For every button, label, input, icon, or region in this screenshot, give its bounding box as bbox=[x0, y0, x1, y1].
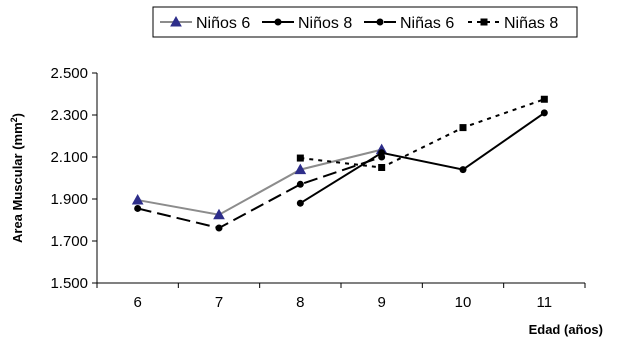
x-axis-title: Edad (años) bbox=[529, 322, 603, 337]
data-point-ninas-6 bbox=[296, 180, 304, 188]
series-ninas-6 bbox=[134, 153, 386, 232]
x-tick-label: 8 bbox=[296, 294, 304, 311]
series-line-ninas-8 bbox=[300, 98, 545, 169]
legend-swatch-marker bbox=[376, 18, 384, 26]
series-line-ninos-8 bbox=[299, 112, 545, 205]
data-point-ninas-8 bbox=[459, 124, 467, 132]
y-axis-title-superscript: 2 bbox=[9, 117, 19, 122]
series-ninos-8 bbox=[296, 109, 548, 207]
legend-label: Niños 8 bbox=[298, 15, 352, 32]
legend-item-ninos-8: Niños 8 bbox=[262, 15, 352, 32]
data-point-ninos-6 bbox=[131, 194, 144, 205]
x-tick-label: 7 bbox=[215, 294, 223, 311]
legend-label: Niños 6 bbox=[196, 15, 250, 32]
legend-swatch-marker bbox=[274, 18, 282, 26]
series-ninos-6 bbox=[131, 143, 388, 220]
axes: 1.500 1.700 1.900 2.100 2.300 2.500 6 7 8 9 10 11 bbox=[50, 65, 586, 311]
series-line-ninas-6 bbox=[137, 156, 382, 230]
x-tick-label: 10 bbox=[455, 294, 472, 311]
legend-item-ninas-8: Niñas 8 bbox=[468, 15, 558, 32]
y-axis-title-main: Area Muscular (mm bbox=[10, 122, 25, 243]
series-ninas-8 bbox=[296, 95, 548, 171]
legend-item-ninas-6: Niñas 6 bbox=[364, 15, 454, 32]
legend-label: Niñas 8 bbox=[504, 15, 558, 32]
data-point-ninas-8 bbox=[378, 164, 386, 171]
y-tick-label: 1.500 bbox=[50, 275, 88, 292]
y-tick-label: 1.700 bbox=[50, 233, 88, 250]
y-axis-title: Area Muscular (mm2) bbox=[9, 113, 25, 243]
data-point-ninas-6 bbox=[134, 204, 142, 212]
legend: Niños 6 Niños 8 Niñas 6 Niñas 8 bbox=[152, 6, 578, 38]
x-tick-label: 9 bbox=[377, 294, 385, 311]
data-point-ninos-6 bbox=[213, 208, 225, 220]
y-tick-label: 2.300 bbox=[50, 107, 88, 124]
x-tick-label: 6 bbox=[133, 294, 141, 311]
data-point-ninos-8 bbox=[540, 109, 548, 117]
data-point-ninas-8 bbox=[296, 154, 304, 162]
legend-swatch-marker bbox=[170, 15, 182, 27]
legend-item-ninos-6: Niños 6 bbox=[160, 15, 250, 32]
y-tick-label: 1.900 bbox=[50, 191, 88, 208]
data-point-ninas-6 bbox=[215, 224, 223, 232]
legend-label: Niñas 6 bbox=[400, 15, 454, 32]
data-point-ninos-8 bbox=[459, 166, 467, 174]
data-point-ninos-8 bbox=[296, 199, 304, 207]
x-tick-label: 11 bbox=[537, 294, 553, 311]
legend-swatch-marker bbox=[480, 18, 488, 26]
y-tick-label: 2.500 bbox=[50, 65, 88, 82]
series-line-ninos-6 bbox=[137, 148, 382, 216]
data-point-ninas-8 bbox=[540, 95, 548, 103]
data-point-ninas-6 bbox=[378, 153, 386, 161]
series-layer bbox=[131, 95, 548, 232]
y-tick-label: 2.100 bbox=[50, 149, 88, 166]
y-axis-title-close: ) bbox=[10, 113, 25, 117]
data-point-ninos-6 bbox=[294, 163, 307, 175]
